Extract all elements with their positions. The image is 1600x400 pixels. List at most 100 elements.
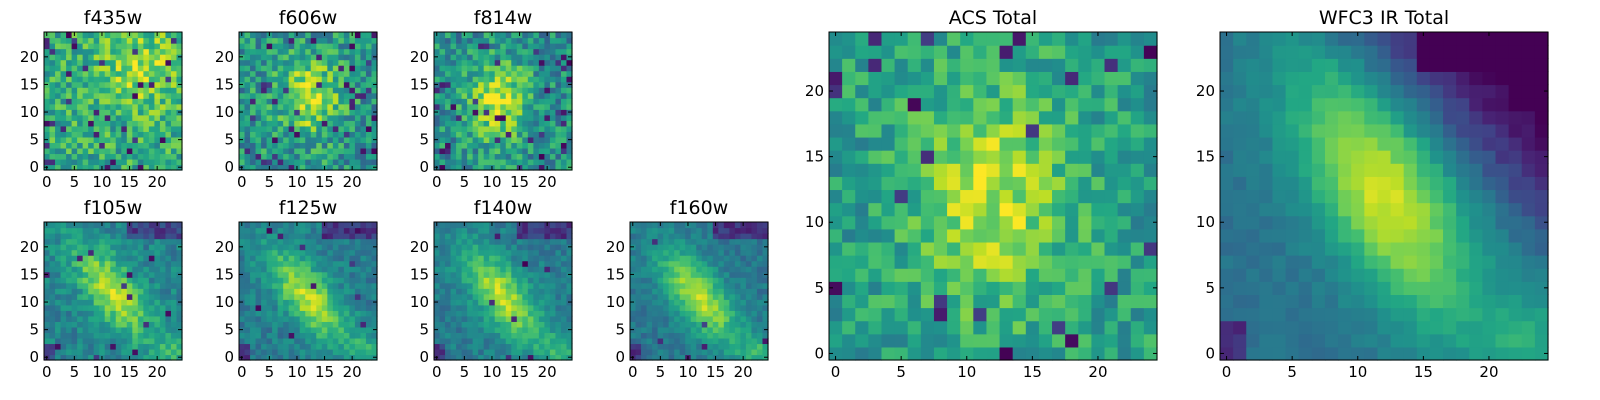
- heatmap-cell: [842, 333, 856, 348]
- heatmap-cell: [288, 32, 295, 39]
- heatmap-cell: [82, 87, 89, 94]
- heatmap-cell: [277, 271, 284, 278]
- heatmap-cell: [522, 266, 529, 273]
- heatmap-cell: [999, 163, 1014, 177]
- heatmap-cell: [461, 332, 468, 339]
- heatmap-cell: [288, 131, 295, 138]
- heatmap-cell: [332, 238, 339, 245]
- heatmap-cell: [255, 109, 262, 116]
- heatmap-cell: [566, 37, 573, 44]
- heatmap-cell: [44, 131, 51, 138]
- x-tick-label: 0: [432, 363, 442, 381]
- heatmap-cell: [439, 131, 446, 138]
- heatmap-cell: [354, 147, 362, 155]
- heatmap-cell: [104, 288, 111, 295]
- heatmap-cell: [305, 277, 312, 284]
- heatmap-cell: [60, 147, 67, 155]
- heatmap-cell: [1130, 294, 1145, 309]
- heatmap-cell: [110, 87, 117, 94]
- heatmap-cell: [137, 282, 144, 289]
- heatmap-cell: [255, 315, 262, 322]
- heatmap-cell: [560, 332, 568, 339]
- heatmap-cell: [538, 260, 545, 267]
- heatmap-cell: [679, 304, 686, 311]
- heatmap-cell: [88, 158, 95, 166]
- heatmap-cell: [538, 158, 545, 166]
- heatmap-cell: [538, 114, 545, 121]
- heatmap-cell: [148, 304, 155, 311]
- heatmap-cell: [456, 142, 463, 149]
- heatmap-cell: [461, 76, 468, 83]
- heatmap-cell: [321, 332, 328, 339]
- heatmap-cell: [332, 70, 339, 77]
- heatmap-cell: [439, 81, 446, 88]
- heatmap-cell: [272, 266, 279, 273]
- heatmap-cell: [829, 333, 843, 348]
- heatmap-cell: [522, 260, 529, 267]
- heatmap-cell: [907, 189, 922, 204]
- heatmap-cell: [1143, 176, 1158, 191]
- heatmap-cell: [277, 147, 284, 155]
- heatmap-cell: [288, 255, 295, 262]
- heatmap-cell: [679, 277, 686, 284]
- heatmap-cell: [121, 131, 128, 138]
- heatmap-cell: [461, 153, 468, 160]
- heatmap-cell: [538, 227, 545, 234]
- heatmap-cell: [82, 136, 89, 143]
- heatmap-cell: [1052, 189, 1066, 204]
- heatmap-cell: [299, 114, 306, 121]
- heatmap-cell: [999, 202, 1014, 217]
- heatmap-cell: [277, 299, 284, 306]
- heatmap-cell: [1078, 255, 1092, 269]
- heatmap-cell: [250, 65, 257, 72]
- heatmap-cell: [511, 348, 518, 356]
- heatmap-cell: [272, 59, 279, 66]
- heatmap-cell: [244, 70, 251, 77]
- heatmap-cell: [338, 288, 345, 295]
- heatmap-cell: [478, 131, 485, 138]
- heatmap-cell: [566, 343, 573, 350]
- heatmap-cell: [881, 241, 896, 256]
- heatmap-cell: [500, 76, 507, 83]
- heatmap-cell: [483, 164, 490, 171]
- heatmap-cell: [99, 98, 106, 105]
- heatmap-cell: [115, 92, 122, 99]
- heatmap-cell: [132, 136, 139, 143]
- heatmap-cell: [288, 65, 295, 72]
- heatmap-cell: [137, 227, 144, 234]
- heatmap-cell: [696, 293, 703, 300]
- heatmap-cell: [1025, 228, 1040, 243]
- heatmap-cell: [365, 59, 373, 66]
- heatmap-cell: [310, 131, 317, 138]
- heatmap-cell: [762, 288, 769, 295]
- heatmap-cell: [439, 65, 446, 72]
- heatmap-cell: [321, 343, 328, 350]
- y-tick-label: 20: [410, 238, 429, 256]
- heatmap-cell: [652, 277, 659, 284]
- heatmap-cell: [500, 222, 507, 229]
- heatmap-cell: [745, 255, 753, 262]
- heatmap-cell: [143, 249, 150, 256]
- heatmap-cell: [283, 315, 290, 322]
- heatmap-cell: [549, 76, 557, 83]
- heatmap-cell: [338, 87, 345, 94]
- heatmap-cell: [60, 260, 67, 267]
- heatmap-cell: [439, 282, 446, 289]
- heatmap-cell: [55, 310, 62, 317]
- heatmap-cell: [740, 227, 747, 234]
- heatmap-cell: [450, 120, 457, 127]
- heatmap-cell: [527, 277, 534, 284]
- heatmap-cell: [82, 354, 89, 361]
- heatmap-cell: [522, 288, 529, 295]
- heatmap-cell: [165, 315, 172, 322]
- heatmap-cell: [354, 98, 362, 105]
- heatmap-cell: [110, 158, 117, 166]
- heatmap-cell: [740, 337, 747, 345]
- heatmap-cell: [77, 81, 84, 88]
- heatmap-cell: [445, 354, 452, 361]
- heatmap-cell: [44, 125, 51, 132]
- heatmap-cell: [494, 354, 501, 361]
- heatmap-cell: [126, 227, 133, 234]
- heatmap-cell: [299, 282, 306, 289]
